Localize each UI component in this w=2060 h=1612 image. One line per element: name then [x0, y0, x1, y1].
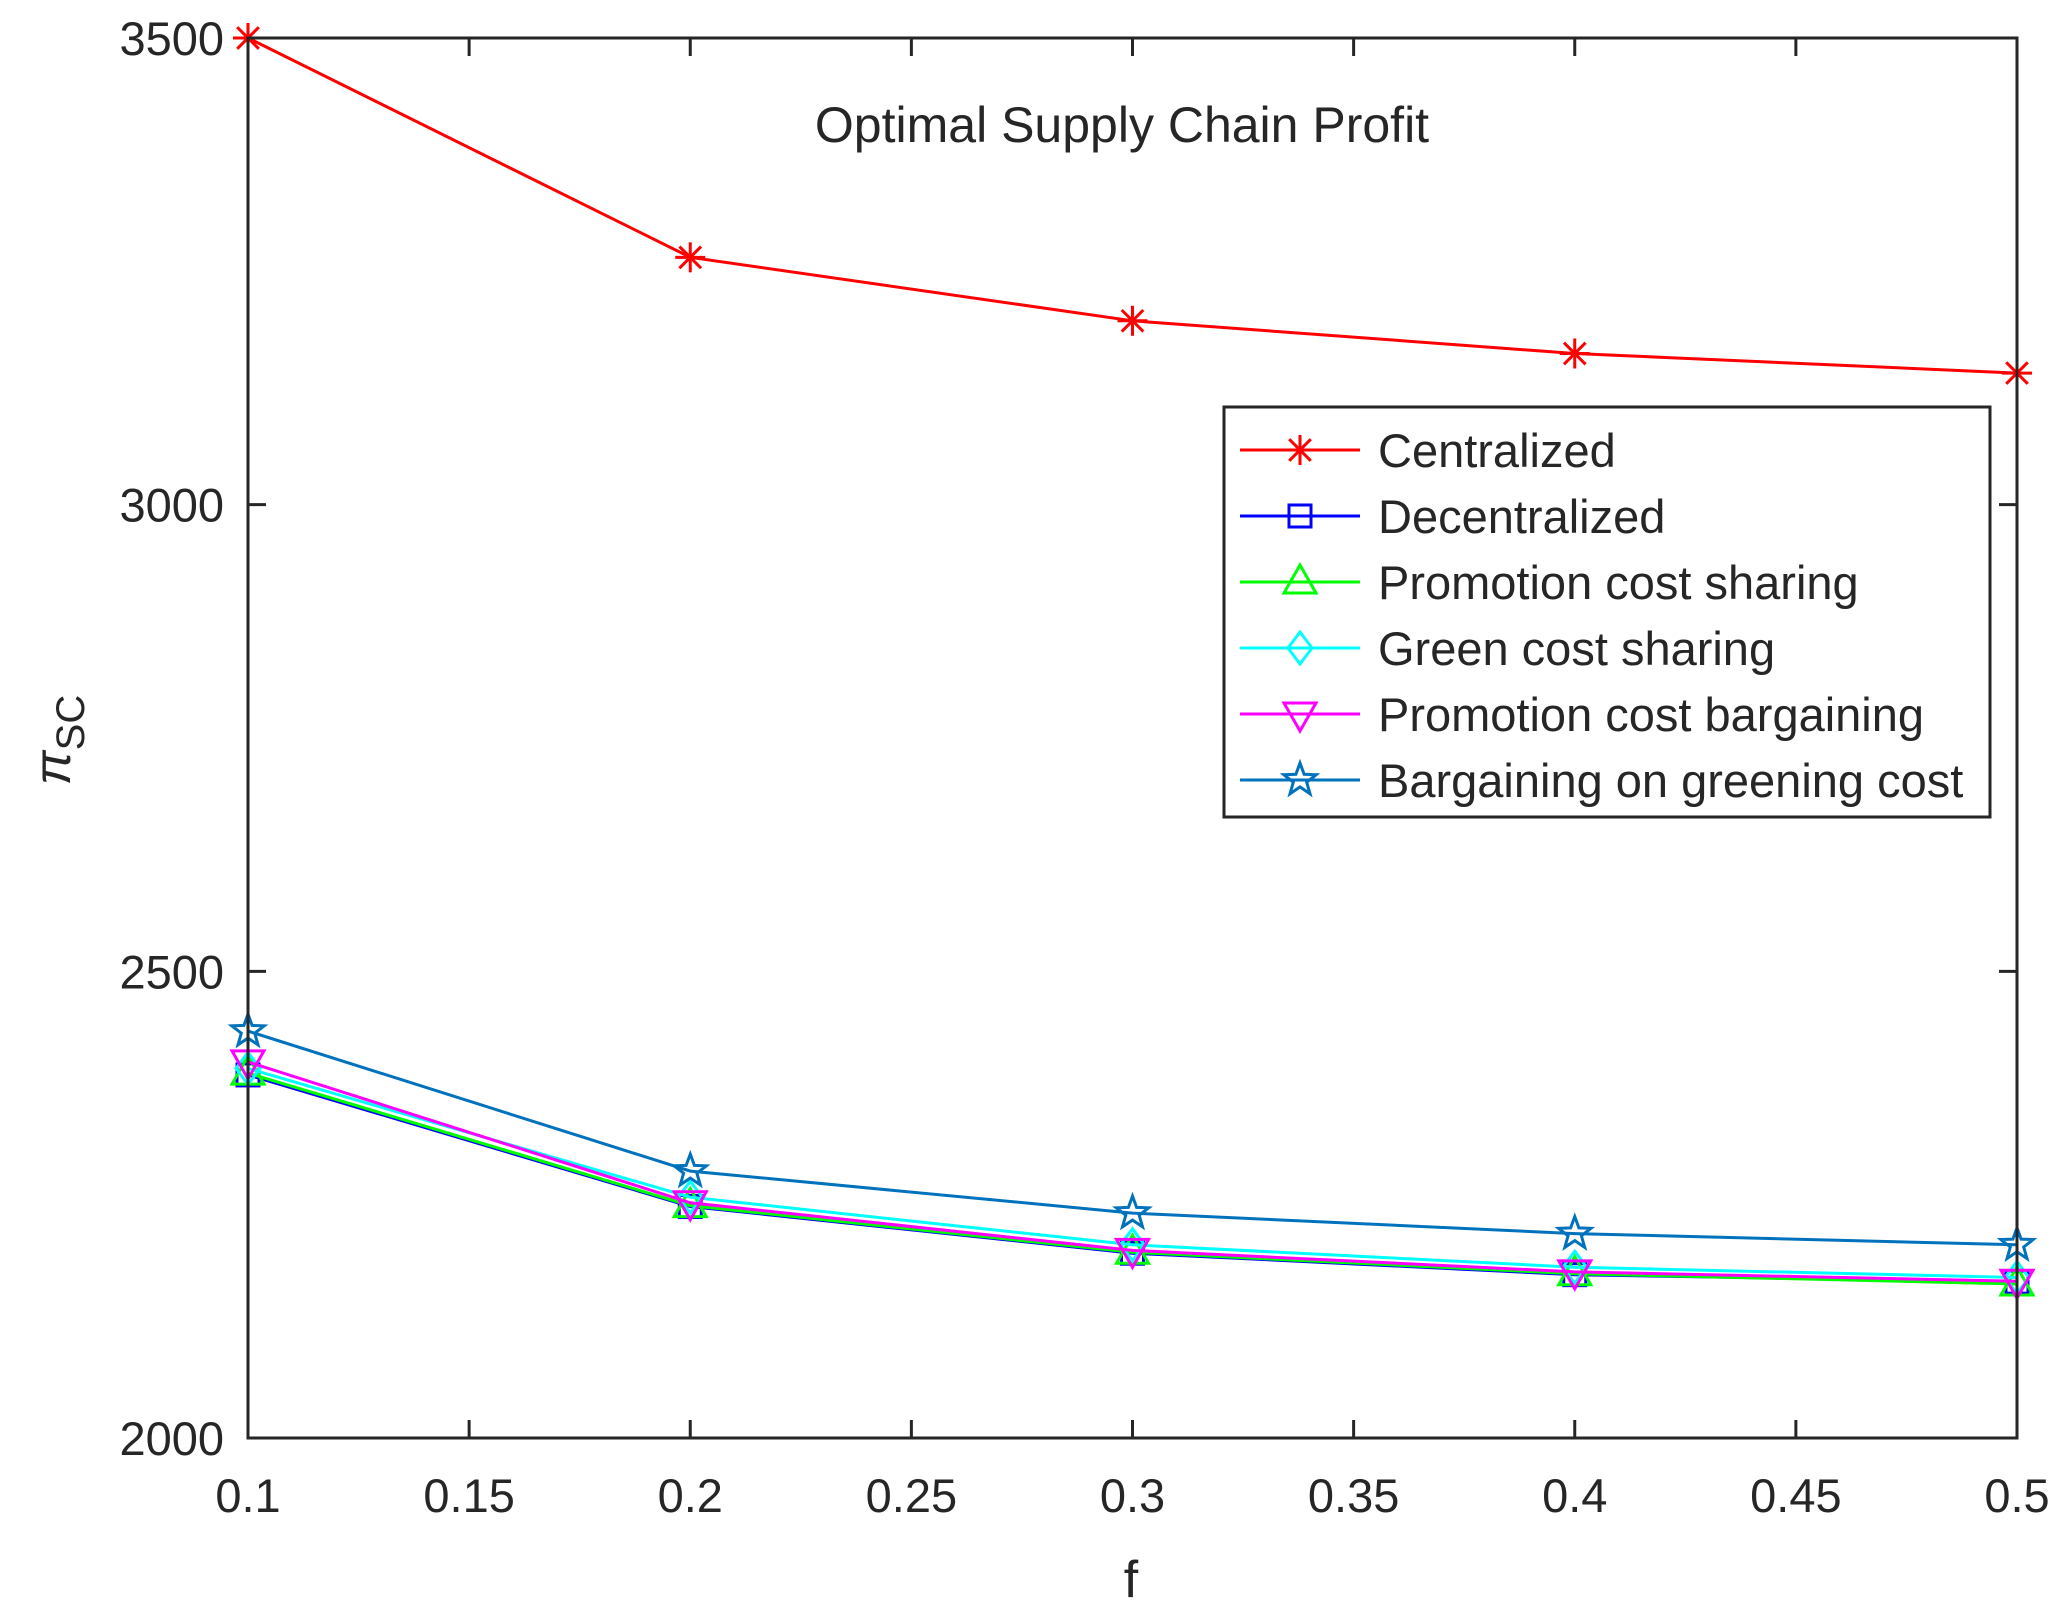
legend-entries: Centralized Decentralized Promotion cost s… — [1240, 424, 1963, 807]
legend-label: Bargaining on greening cost — [1378, 754, 1963, 807]
legend-marker — [1281, 561, 1319, 595]
legend-entry-promotion-cost-sharing: Promotion cost sharing — [1240, 556, 1859, 609]
y-tick-label: 2000 — [119, 1412, 224, 1465]
y-tick-label: 3000 — [119, 479, 224, 532]
data-point-bargaining-on-greening-cost — [1112, 1191, 1153, 1231]
x-tick-label: 0.15 — [423, 1469, 514, 1522]
y-tick-label: 2500 — [119, 945, 224, 998]
legend-label: Centralized — [1378, 424, 1616, 477]
data-point-bargaining-on-greening-cost — [669, 1149, 711, 1189]
legend-label: Promotion cost sharing — [1378, 556, 1859, 609]
legend-entry-promotion-cost-bargaining: Promotion cost bargaining — [1240, 688, 1924, 741]
legend-entry-bargaining-on-greening-cost: Bargaining on greening cost — [1240, 754, 1963, 807]
legend-label: Decentralized — [1378, 490, 1665, 543]
legend: Centralized Decentralized Promotion cost s… — [1222, 405, 1992, 819]
x-tick-label: 0.45 — [1750, 1469, 1841, 1522]
x-tick-label: 0.35 — [1308, 1469, 1399, 1522]
y-tick-label: 3500 — [119, 12, 224, 65]
x-tick-labels: 0.1 0.15 0.2 0.25 0.3 0.35 0.4 0.45 0.5 — [215, 1469, 2049, 1522]
data-point-centralized — [1559, 338, 1590, 369]
data-point-promotion-cost-bargaining — [1556, 1259, 1594, 1292]
x-tick-label: 0.25 — [866, 1469, 957, 1522]
chart-title: Optimal Supply Chain Profit — [815, 97, 1429, 153]
legend-marker — [1285, 435, 1315, 465]
legend-marker — [1279, 758, 1321, 798]
legend-marker — [1287, 503, 1313, 529]
data-point-centralized — [675, 242, 706, 273]
data-point-centralized — [1117, 305, 1148, 336]
x-axis-label: f — [1124, 1551, 1139, 1609]
legend-entry-centralized: Centralized — [1240, 424, 1616, 477]
legend-box — [1222, 405, 1992, 819]
series-layer — [227, 23, 2038, 1302]
series-line-promotion-cost-bargaining — [247, 1060, 2018, 1283]
series-line-promotion-cost-sharing — [247, 1071, 2018, 1286]
series-centralized — [233, 23, 2032, 389]
x-tick-label: 0.5 — [1984, 1469, 2049, 1522]
x-tick-label: 0.1 — [215, 1469, 280, 1522]
y-ticks — [248, 36, 2017, 1440]
legend-label: Green cost sharing — [1378, 622, 1775, 675]
y-axis-label: πSC — [24, 695, 93, 785]
series-line-bargaining-on-greening-cost — [247, 1029, 2018, 1247]
legend-entry-green-cost-sharing: Green cost sharing — [1240, 622, 1775, 675]
y-axis-label-main: π — [24, 749, 82, 785]
y-axis-label-subscript: SC — [49, 695, 93, 751]
y-tick-labels: 2000 2500 3000 3500 — [119, 12, 224, 1465]
x-ticks — [246, 38, 2019, 1438]
data-point-promotion-cost-bargaining — [1113, 1237, 1152, 1271]
x-tick-label: 0.3 — [1100, 1469, 1165, 1522]
legend-label: Promotion cost bargaining — [1378, 688, 1924, 741]
x-tick-label: 0.4 — [1542, 1469, 1607, 1522]
legend-marker — [1281, 701, 1319, 735]
legend-marker — [1286, 629, 1314, 667]
x-tick-label: 0.2 — [658, 1469, 723, 1522]
legend-entry-decentralized: Decentralized — [1240, 490, 1665, 543]
data-point-bargaining-on-greening-cost — [1554, 1212, 1596, 1251]
series-bargaining-on-greening-cost — [227, 1009, 2038, 1263]
data-point-promotion-cost-bargaining — [671, 1190, 709, 1223]
